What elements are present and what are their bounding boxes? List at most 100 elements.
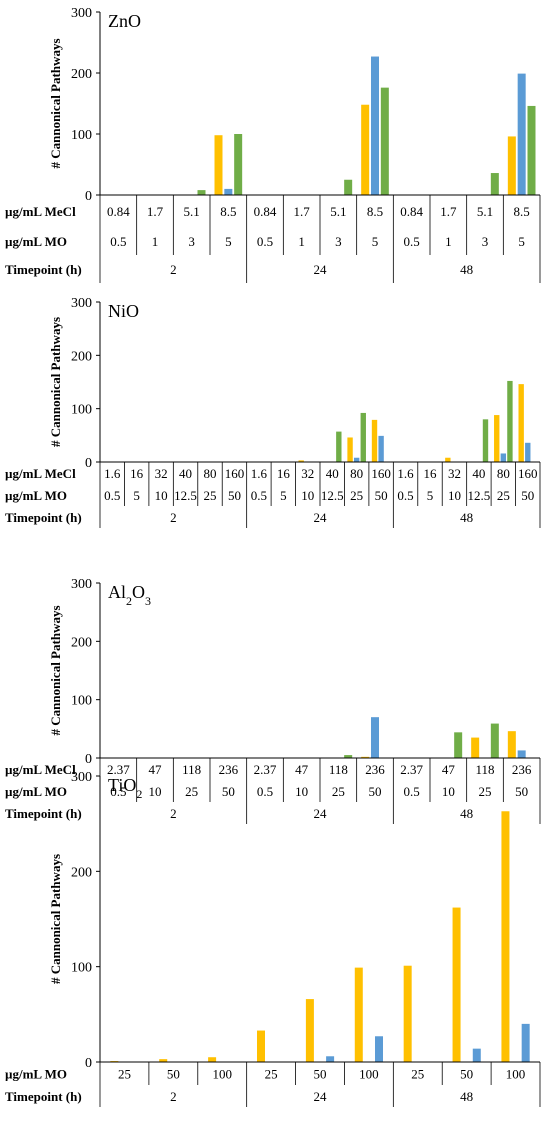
table-cell: 10 <box>301 488 314 503</box>
bar-yellow <box>403 965 412 1062</box>
table-cell: 32 <box>155 466 168 481</box>
table-cell: 100 <box>506 1067 526 1082</box>
table-cell: 0.5 <box>257 234 273 249</box>
bar-blue <box>525 442 531 462</box>
timepoint-cell: 2 <box>170 806 177 821</box>
bar-blue <box>517 73 526 195</box>
bar-green <box>234 134 243 195</box>
bar-green <box>507 380 513 462</box>
table-cell: 118 <box>475 762 494 777</box>
bar-yellow <box>214 135 223 195</box>
bar-yellow <box>501 811 510 1062</box>
table-cell: 50 <box>314 1067 327 1082</box>
table-cell: 5 <box>280 488 287 503</box>
table-cell: 0.5 <box>110 784 126 799</box>
table-cell: 5 <box>427 488 434 503</box>
table-cell: 32 <box>448 466 461 481</box>
timepoint-cell: 48 <box>460 1089 473 1104</box>
table-cell: 16 <box>130 466 144 481</box>
y-axis-label: # Cannonical Pathways <box>48 854 63 984</box>
table-cell: 80 <box>350 466 363 481</box>
bar-green <box>197 190 206 195</box>
table-cell: 5 <box>133 488 140 503</box>
bar-blue <box>378 435 384 462</box>
bar-blue <box>326 1056 335 1062</box>
table-cell: 0.5 <box>404 784 420 799</box>
bar-blue <box>371 717 379 758</box>
row-label: µg/mL MeCl <box>5 762 76 777</box>
table-cell: 2.37 <box>254 762 277 777</box>
table-cell: 50 <box>521 488 534 503</box>
y-tick-label: 0 <box>85 1056 92 1071</box>
y-tick-label: 300 <box>71 6 92 21</box>
table-cell: 5.1 <box>477 204 493 219</box>
chart-title: NiO <box>108 301 139 321</box>
table-cell: 0.5 <box>110 234 126 249</box>
table-cell: 25 <box>185 784 198 799</box>
table-cell: 118 <box>182 762 201 777</box>
bar-green <box>344 755 353 758</box>
table-cell: 47 <box>295 762 309 777</box>
table-cell: 12.5 <box>174 488 197 503</box>
table-cell: 40 <box>472 466 485 481</box>
timepoint-cell: 48 <box>460 510 473 525</box>
y-tick-label: 200 <box>71 865 92 880</box>
table-cell: 10 <box>295 784 308 799</box>
bar-blue <box>517 750 526 758</box>
table-cell: 160 <box>518 466 538 481</box>
bar-yellow <box>452 907 461 1062</box>
table-cell: 50 <box>460 1067 473 1082</box>
table-cell: 1.6 <box>397 466 414 481</box>
bar-green <box>454 732 463 758</box>
bar-green <box>360 412 366 462</box>
table-cell: 1.7 <box>440 204 457 219</box>
bar-green <box>344 179 353 195</box>
table-cell: 236 <box>512 762 532 777</box>
row-label: µg/mL MO <box>5 1067 67 1082</box>
table-cell: 10 <box>442 784 455 799</box>
table-cell: 50 <box>167 1067 180 1082</box>
table-cell: 8.5 <box>514 204 530 219</box>
bar-yellow <box>354 967 363 1062</box>
y-tick-label: 100 <box>71 128 92 143</box>
table-cell: 12.5 <box>468 488 491 503</box>
row-label: Timepoint (h) <box>5 510 82 525</box>
table-cell: 50 <box>369 784 382 799</box>
bar-yellow <box>305 999 314 1062</box>
row-label: µg/mL MeCl <box>5 466 76 481</box>
table-cell: 10 <box>448 488 461 503</box>
bar-yellow <box>347 437 353 462</box>
table-cell: 12.5 <box>321 488 344 503</box>
table-cell: 50 <box>228 488 241 503</box>
y-tick-label: 0 <box>85 752 92 767</box>
table-cell: 47 <box>442 762 456 777</box>
table-cell: 25 <box>265 1067 278 1082</box>
table-cell: 160 <box>225 466 245 481</box>
table-cell: 47 <box>149 762 163 777</box>
timepoint-cell: 2 <box>170 262 177 277</box>
y-tick-label: 100 <box>71 403 92 418</box>
table-cell: 5 <box>225 234 232 249</box>
y-tick-label: 300 <box>71 577 92 592</box>
bar-yellow <box>298 460 304 462</box>
bar-yellow <box>518 384 524 462</box>
bar-yellow <box>361 104 370 195</box>
bar-green <box>336 431 342 462</box>
y-tick-label: 100 <box>71 961 92 976</box>
bar-blue <box>371 56 379 195</box>
table-cell: 50 <box>375 488 388 503</box>
table-cell: 50 <box>222 784 235 799</box>
table-cell: 100 <box>359 1067 379 1082</box>
table-cell: 25 <box>332 784 345 799</box>
chart-panel-4: 0 100 200 300 # Cannonical Pathways TiO2 µg/mL… <box>5 770 541 1107</box>
bar-blue <box>224 188 233 195</box>
y-tick-label: 300 <box>71 770 92 785</box>
table-cell: 1 <box>445 234 452 249</box>
row-label: Timepoint (h) <box>5 1089 82 1104</box>
row-label: Timepoint (h) <box>5 806 82 821</box>
timepoint-cell: 24 <box>314 1089 328 1104</box>
table-cell: 8.5 <box>367 204 383 219</box>
table-cell: 1.7 <box>294 204 311 219</box>
bar-blue <box>353 457 360 462</box>
